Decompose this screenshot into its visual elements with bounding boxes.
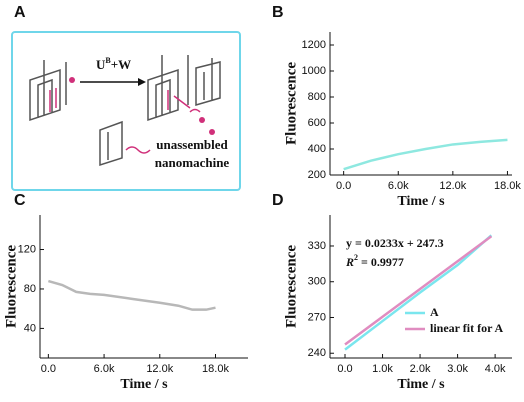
y-tick-label: 330 <box>308 240 326 252</box>
y-tick-label: 40 <box>24 322 36 334</box>
caption: nanomachine <box>155 155 230 170</box>
machine-icon <box>29 55 221 167</box>
strand-icons <box>49 88 201 154</box>
panel-label: C <box>14 192 26 209</box>
y-tick-label: 800 <box>308 91 326 103</box>
x-tick-label: 12.0k <box>146 363 173 375</box>
y-axis-label: Fluorescence <box>283 245 299 328</box>
dots <box>69 77 215 135</box>
x-tick-label: 18.0k <box>494 180 521 192</box>
y-tick-label: 600 <box>308 117 326 129</box>
diagram-frame <box>11 31 241 191</box>
y-tick-label: 300 <box>308 276 326 288</box>
series-line <box>344 235 493 346</box>
x-axis-label: Time / s <box>397 377 445 392</box>
x-tick-label: 18.0k <box>202 363 229 375</box>
series-line <box>48 279 216 311</box>
r2-text: = 0.9977 <box>361 255 404 269</box>
reaction-text: UB+W <box>96 56 131 72</box>
y-tick-label: 240 <box>308 347 326 359</box>
panel-label: B <box>272 4 284 21</box>
y-tick-label: 270 <box>308 311 326 323</box>
arrow-head <box>138 78 146 86</box>
reaction-base: U <box>96 57 106 72</box>
r2-sup: 2 <box>354 253 358 262</box>
panel-label: D <box>272 192 284 209</box>
x-tick-label: 6.0k <box>94 363 115 375</box>
reaction-rest: +W <box>111 57 131 72</box>
legend-label: A <box>430 305 439 319</box>
r2-symbol: R <box>345 255 354 269</box>
x-tick-label: 2.0k <box>410 363 431 375</box>
x-tick-label: 3.0k <box>447 363 468 375</box>
equation: y = 0.0233x + 247.3 <box>346 236 444 250</box>
y-tick-label: 120 <box>18 243 36 255</box>
x-tick-label: 6.0k <box>388 180 409 192</box>
series-line <box>344 234 493 351</box>
y-tick-label: 400 <box>308 143 326 155</box>
caption: unassembled <box>156 137 228 152</box>
x-tick-label: 0.0 <box>337 363 352 375</box>
x-tick-label: 1.0k <box>372 363 393 375</box>
y-tick-label: 200 <box>308 169 326 181</box>
x-tick-label: 4.0k <box>485 363 506 375</box>
x-axis-label: Time / s <box>120 377 168 392</box>
y-tick-label: 1000 <box>302 65 326 77</box>
y-axis-label: Fluorescence <box>3 245 19 328</box>
panel-label: A <box>14 4 26 21</box>
r-squared: R2 = 0.9977 <box>345 253 404 269</box>
x-tick-label: 12.0k <box>439 180 466 192</box>
legend-label: linear fit for A <box>430 321 504 335</box>
series-line <box>343 138 508 171</box>
x-tick-label: 0.0 <box>41 363 56 375</box>
reaction-sup: B <box>105 56 111 65</box>
x-axis-label: Time / s <box>397 194 445 209</box>
x-tick-label: 0.0 <box>336 180 351 192</box>
y-axis-label: Fluorescence <box>283 62 299 145</box>
y-tick-label: 80 <box>24 283 36 295</box>
y-tick-label: 1200 <box>302 39 326 51</box>
